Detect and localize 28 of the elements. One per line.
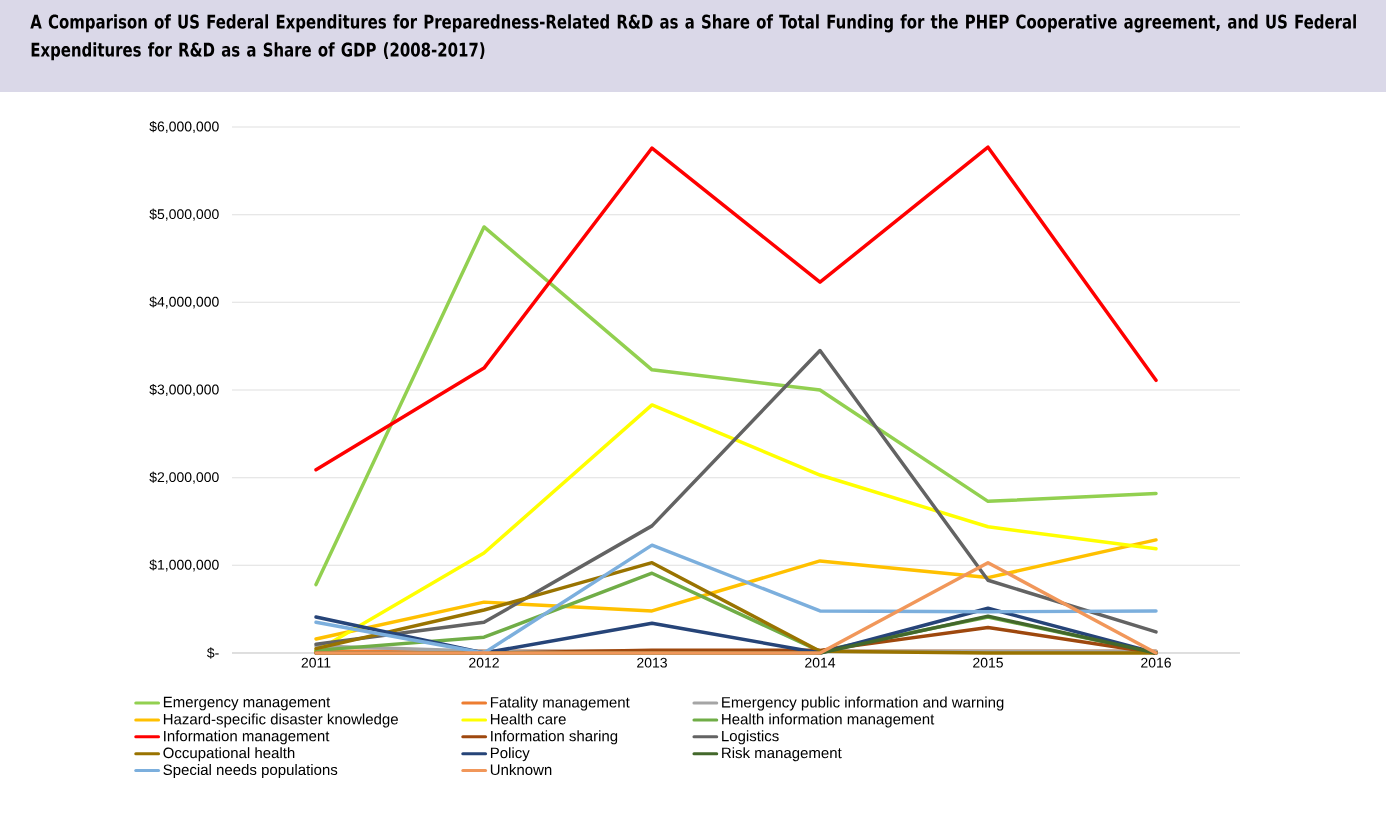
chart-title: A Comparison of US Federal Expenditures for Preparedness-Related R&D as a Share of Total Funding for the PHEP Cooperative agreement, and US Federal Expenditures for R&D as a Share of GDP (2008-2017): [30, 14, 1356, 61]
y-tick-label: $6,000,000: [149, 120, 219, 134]
y-tick-label: $2,000,000: [149, 471, 219, 484]
legend-label: Emergency management: [163, 696, 331, 711]
legend-label: Information sharing: [491, 730, 618, 745]
legend-label: Unknown: [490, 764, 552, 776]
legend-label: Risk management: [722, 747, 842, 762]
x-tick-label: 2011: [301, 657, 331, 668]
x-tick-label: 2016: [1141, 657, 1171, 668]
legend-label: Policy: [490, 747, 530, 762]
x-tick-label: 2013: [637, 657, 667, 668]
y-tick-label: $-: [206, 647, 219, 659]
y-tick-label: $5,000,000: [149, 208, 219, 221]
y-tick-label: $3,000,000: [149, 383, 219, 397]
y-tick-label: $1,000,000: [149, 559, 219, 572]
y-tick-label: $4,000,000: [149, 296, 219, 309]
legend-label: Health information management: [722, 713, 935, 728]
legend-label: Health care: [490, 713, 566, 725]
legend-label: Information management: [164, 730, 330, 745]
legend-label: Fatality management: [490, 696, 630, 711]
legend-label: Emergency public information and warning: [722, 696, 1004, 711]
legend-label: Occupational health: [163, 747, 295, 762]
legend-label: Special needs populations: [163, 764, 338, 779]
x-tick-label: 2015: [973, 657, 1003, 668]
legend-label: Hazard-specific disaster knowledge: [163, 713, 398, 728]
legend-label: Logistics: [722, 730, 779, 745]
x-tick-label: 2012: [469, 657, 499, 668]
x-tick-label: 2014: [805, 657, 836, 668]
